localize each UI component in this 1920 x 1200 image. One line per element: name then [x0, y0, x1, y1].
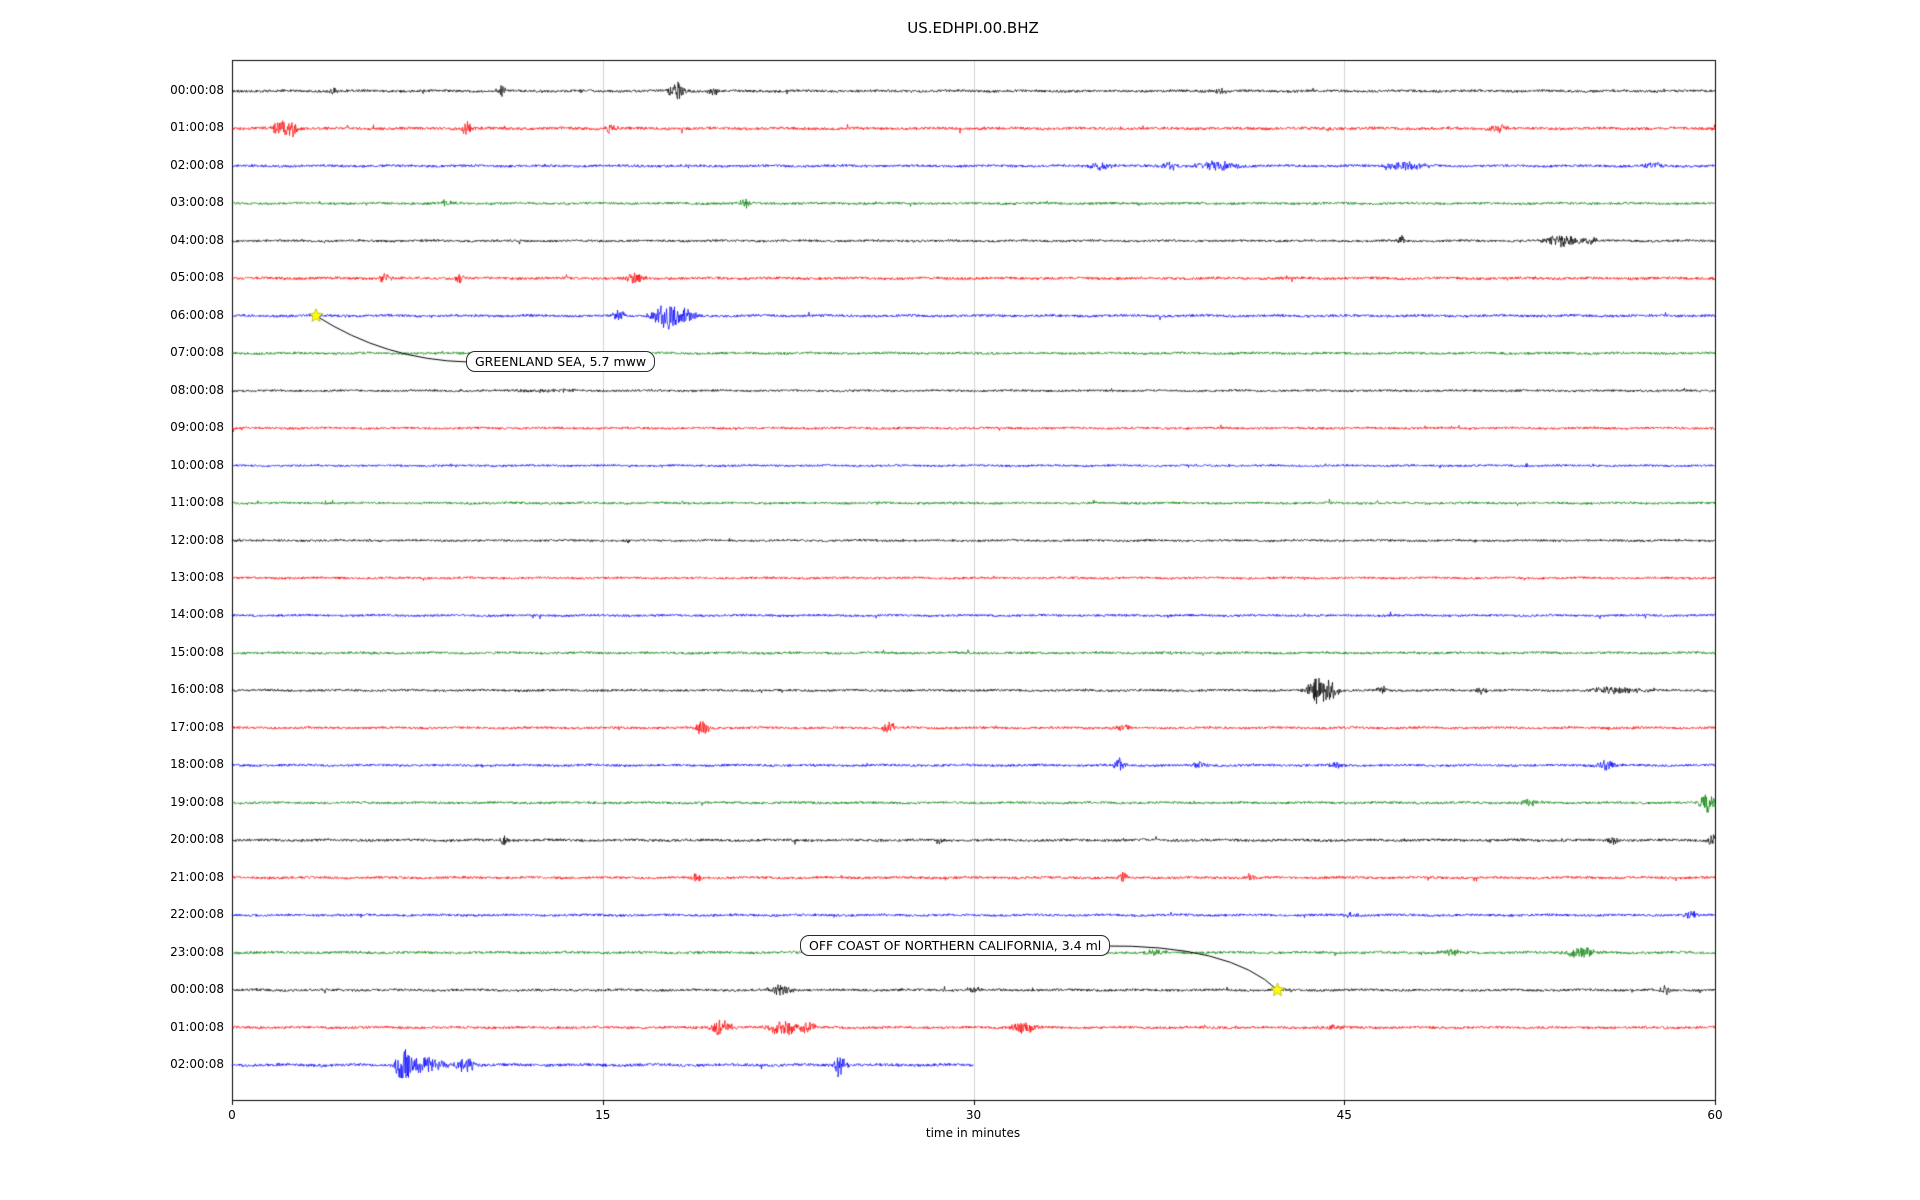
trace-time-label: 02:00:08: [170, 1056, 224, 1071]
annotation-greenland-sea: GREENLAND SEA, 5.7 mww: [466, 351, 656, 372]
trace-time-label: 06:00:08: [170, 307, 224, 322]
trace-time-label: 21:00:08: [170, 869, 224, 884]
trace-time-label: 05:00:08: [170, 270, 224, 285]
trace-time-label: 17:00:08: [170, 719, 224, 734]
trace-time-label: 01:00:08: [170, 1019, 224, 1034]
trace-time-label: 07:00:08: [170, 345, 224, 360]
trace-time-label: 01:00:08: [170, 120, 224, 135]
trace-time-label: 10:00:08: [170, 457, 224, 472]
x-tick-label: 15: [595, 1108, 611, 1122]
trace-time-label: 12:00:08: [170, 532, 224, 547]
x-tick-label: 30: [965, 1108, 982, 1122]
annotation-off-coast-northern-california: OFF COAST OF NORTHERN CALIFORNIA, 3.4 ml: [800, 935, 1111, 956]
trace-time-label: 09:00:08: [170, 420, 224, 435]
x-tick-label: 60: [1707, 1108, 1723, 1122]
trace-time-label: 23:00:08: [170, 944, 224, 959]
trace-time-label: 15:00:08: [170, 644, 224, 659]
trace-time-label: 11:00:08: [170, 495, 224, 510]
x-tick-label: 0: [228, 1108, 236, 1122]
trace-time-label: 20:00:08: [170, 832, 224, 847]
trace-time-label: 00:00:08: [170, 982, 224, 997]
trace-time-label: 16:00:08: [170, 682, 224, 697]
trace-time-label: 14:00:08: [170, 607, 224, 622]
trace-time-label: 04:00:08: [170, 232, 224, 247]
trace-time-label: 18:00:08: [170, 757, 224, 772]
trace-time-label: 19:00:08: [170, 794, 224, 809]
x-tick-label: 45: [1336, 1108, 1352, 1122]
trace-time-label: 03:00:08: [170, 195, 224, 210]
trace-time-label: 22:00:08: [170, 907, 224, 922]
trace-time-label: 13:00:08: [170, 569, 224, 584]
trace-time-label: 02:00:08: [170, 157, 224, 172]
trace-time-label: 00:00:08: [170, 83, 224, 97]
plot-title: US.EDHPI.00.BHZ: [907, 19, 1039, 37]
trace-time-label: 08:00:08: [170, 382, 224, 397]
x-axis-label: time in minutes: [925, 1126, 1021, 1140]
